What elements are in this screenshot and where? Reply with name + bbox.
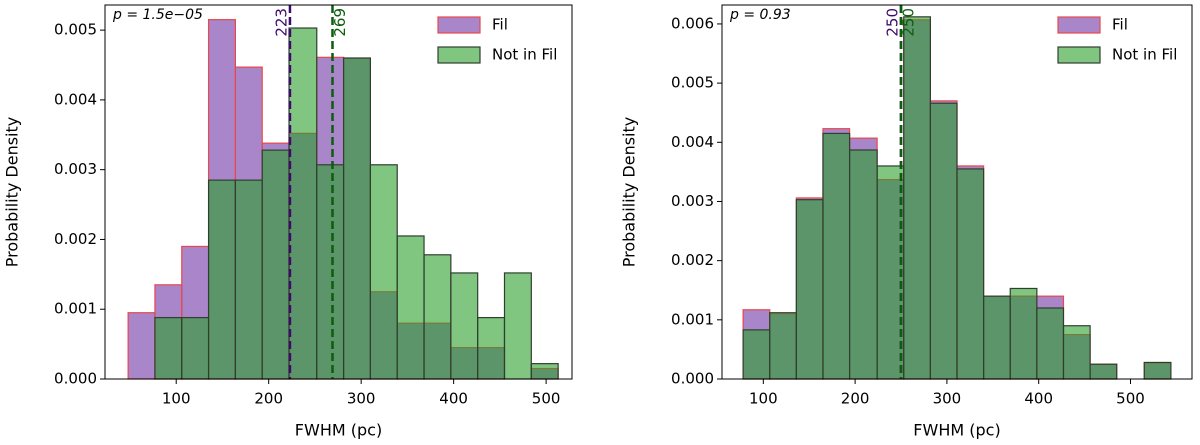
x-tick-label: 200: [254, 390, 283, 408]
bar: [876, 165, 905, 380]
y-tick-label: 0.001: [54, 300, 97, 318]
bar: [450, 272, 479, 380]
x-tick-label: 500: [1116, 390, 1145, 408]
y-axis-label: Probability Density: [3, 117, 22, 268]
legend-swatch: [437, 16, 481, 34]
bar: [742, 329, 771, 380]
bar: [795, 199, 824, 380]
y-tick-label: 0.005: [671, 74, 714, 92]
axis-frame: [104, 4, 573, 380]
legend-label: Not in Fil: [1112, 46, 1177, 64]
bar: [929, 102, 958, 380]
bar: [903, 16, 931, 380]
bar: [396, 235, 425, 380]
bar: [822, 132, 851, 380]
y-tick-label: 0.004: [54, 90, 97, 108]
x-tick-label: 200: [841, 390, 870, 408]
y-tick-label: 0.002: [54, 230, 97, 248]
bar: [530, 363, 559, 380]
annotation: p = 0.93: [729, 7, 791, 23]
y-tick-label: 0.001: [671, 310, 714, 328]
bar: [769, 312, 797, 380]
x-tick-label: 400: [439, 390, 468, 408]
y-tick-label: 0.000: [671, 370, 714, 388]
y-tick-label: 0.003: [671, 192, 714, 210]
annotation: p = 1.5e−05: [112, 7, 203, 23]
bar: [983, 295, 1011, 380]
bar: [1036, 307, 1065, 380]
bar: [342, 57, 372, 380]
y-tick-label: 0.000: [54, 370, 97, 388]
bar: [1143, 361, 1172, 380]
legend-label: Not in Fil: [492, 46, 557, 64]
plot: 223 269: [127, 5, 559, 380]
y-tick-label: 0.006: [671, 14, 714, 32]
bar: [1062, 325, 1091, 380]
bar: [1009, 287, 1038, 380]
x-tick-label: 400: [1024, 390, 1053, 408]
x-tick-label: 300: [347, 390, 376, 408]
bar: [154, 316, 183, 380]
legend-label: Fil: [1112, 16, 1128, 34]
x-axis-label: FWHM (pc): [295, 421, 382, 440]
bar: [261, 149, 290, 380]
bar: [369, 164, 398, 380]
bar: [234, 179, 263, 380]
bar: [503, 272, 532, 380]
x-tick-label: 100: [749, 390, 778, 408]
y-tick-label: 0.005: [54, 21, 97, 39]
bar: [477, 316, 506, 380]
x-axis-label: FWHM (pc): [913, 421, 1000, 440]
median-label: 223: [272, 8, 290, 37]
bar: [956, 168, 985, 380]
bar: [848, 149, 878, 380]
axis-frame: [721, 4, 1193, 380]
bar: [288, 27, 318, 380]
median-label: 269: [331, 8, 349, 37]
legend-swatch: [1057, 46, 1101, 64]
x-tick-label: 100: [162, 390, 191, 408]
bar: [207, 179, 236, 380]
x-tick-label: 300: [933, 390, 962, 408]
bar: [127, 312, 156, 380]
y-tick-label: 0.002: [671, 251, 714, 269]
bar: [1089, 363, 1118, 380]
y-tick-label: 0.004: [671, 133, 714, 151]
legend-swatch: [437, 46, 481, 64]
bar: [316, 164, 345, 380]
median-label: 250: [884, 8, 902, 37]
x-tick-label: 500: [532, 390, 561, 408]
bar: [181, 316, 210, 380]
median-label: 250: [900, 8, 918, 37]
y-axis-label: Probability Density: [620, 117, 639, 268]
legend-swatch: [1057, 16, 1101, 34]
y-tick-label: 0.003: [54, 160, 97, 178]
bar: [423, 254, 452, 380]
legend-label: Fil: [492, 16, 508, 34]
